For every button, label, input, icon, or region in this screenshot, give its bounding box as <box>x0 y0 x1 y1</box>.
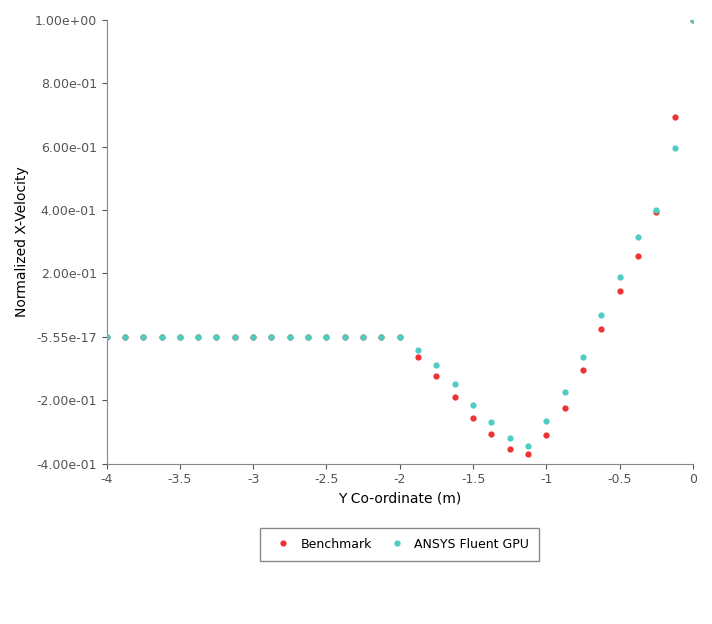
Line: Benchmark: Benchmark <box>103 17 696 457</box>
Legend: Benchmark, ANSYS Fluent GPU: Benchmark, ANSYS Fluent GPU <box>261 527 539 560</box>
Benchmark <box>414 354 422 361</box>
ANSYS Fluent GPU <box>414 346 422 353</box>
ANSYS Fluent GPU <box>560 389 569 396</box>
Benchmark <box>524 451 533 458</box>
Y-axis label: Normalized X-Velocity: Normalized X-Velocity <box>15 167 29 317</box>
ANSYS Fluent GPU <box>120 333 129 341</box>
Benchmark <box>432 373 441 380</box>
Benchmark <box>120 333 129 341</box>
Benchmark <box>176 333 184 341</box>
Benchmark <box>671 113 679 120</box>
Benchmark <box>249 333 258 341</box>
Benchmark <box>359 333 367 341</box>
ANSYS Fluent GPU <box>597 311 606 318</box>
Benchmark <box>615 287 624 295</box>
ANSYS Fluent GPU <box>395 333 404 341</box>
Benchmark <box>468 414 477 421</box>
ANSYS Fluent GPU <box>139 333 147 341</box>
Benchmark <box>597 325 606 333</box>
Benchmark <box>634 252 642 260</box>
ANSYS Fluent GPU <box>689 16 697 24</box>
ANSYS Fluent GPU <box>249 333 258 341</box>
Benchmark <box>579 366 587 374</box>
ANSYS Fluent GPU <box>340 333 349 341</box>
Benchmark <box>689 16 697 24</box>
ANSYS Fluent GPU <box>615 273 624 280</box>
Benchmark <box>323 333 331 341</box>
ANSYS Fluent GPU <box>634 233 642 241</box>
ANSYS Fluent GPU <box>506 434 514 442</box>
Benchmark <box>652 208 661 215</box>
ANSYS Fluent GPU <box>468 401 477 409</box>
Benchmark <box>487 430 496 437</box>
X-axis label: Y Co-ordinate (m): Y Co-ordinate (m) <box>338 492 461 506</box>
ANSYS Fluent GPU <box>487 419 496 426</box>
Benchmark <box>451 393 459 401</box>
Benchmark <box>194 333 202 341</box>
ANSYS Fluent GPU <box>194 333 202 341</box>
ANSYS Fluent GPU <box>524 442 533 450</box>
ANSYS Fluent GPU <box>451 381 459 388</box>
Benchmark <box>395 333 404 341</box>
ANSYS Fluent GPU <box>231 333 239 341</box>
ANSYS Fluent GPU <box>176 333 184 341</box>
Benchmark <box>231 333 239 341</box>
ANSYS Fluent GPU <box>212 333 221 341</box>
Benchmark <box>377 333 386 341</box>
ANSYS Fluent GPU <box>671 145 679 152</box>
Benchmark <box>212 333 221 341</box>
Benchmark <box>340 333 349 341</box>
Benchmark <box>157 333 166 341</box>
ANSYS Fluent GPU <box>359 333 367 341</box>
Line: ANSYS Fluent GPU: ANSYS Fluent GPU <box>103 17 696 449</box>
ANSYS Fluent GPU <box>267 333 276 341</box>
Benchmark <box>267 333 276 341</box>
Benchmark <box>542 431 550 439</box>
ANSYS Fluent GPU <box>304 333 313 341</box>
ANSYS Fluent GPU <box>652 207 661 214</box>
ANSYS Fluent GPU <box>323 333 331 341</box>
ANSYS Fluent GPU <box>432 362 441 369</box>
ANSYS Fluent GPU <box>103 333 111 341</box>
ANSYS Fluent GPU <box>579 354 587 361</box>
ANSYS Fluent GPU <box>157 333 166 341</box>
ANSYS Fluent GPU <box>286 333 294 341</box>
ANSYS Fluent GPU <box>542 417 550 424</box>
Benchmark <box>139 333 147 341</box>
Benchmark <box>103 333 111 341</box>
Benchmark <box>506 446 514 453</box>
ANSYS Fluent GPU <box>377 333 386 341</box>
Benchmark <box>560 404 569 412</box>
Benchmark <box>286 333 294 341</box>
Benchmark <box>304 333 313 341</box>
